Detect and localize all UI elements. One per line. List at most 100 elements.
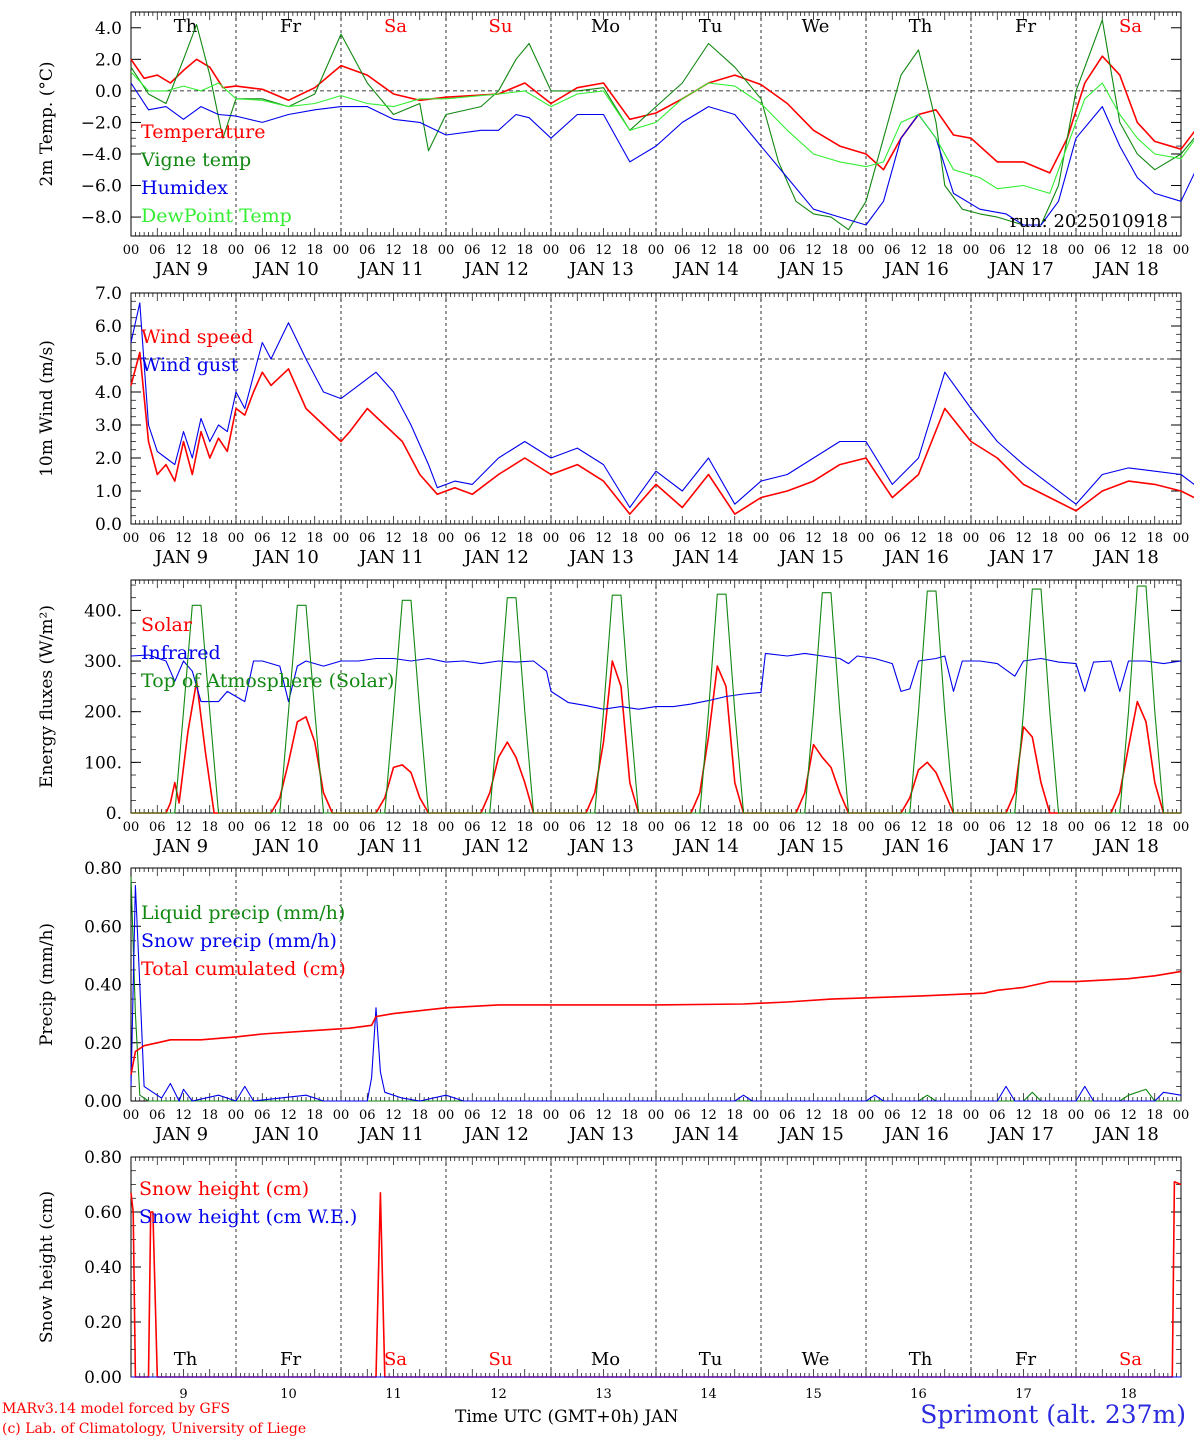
date-label: JAN 18 [1092,836,1159,857]
date-label: JAN 9 [153,836,208,857]
y-tick-label: 200. [84,703,122,723]
hour-label: 12 [910,531,927,546]
date-label: JAN 16 [882,1124,949,1145]
hour-label: 12 [490,243,507,258]
hour-label: 12 [385,243,402,258]
date-label: JAN 9 [153,1124,208,1145]
hour-label: 18 [411,531,428,546]
y-tick-label: 0.80 [84,859,122,879]
hour-label: 06 [464,1108,481,1123]
hour-label: 06 [569,820,586,835]
date-label: JAN 9 [153,547,208,568]
hour-label: 12 [700,820,717,835]
hour-label: 06 [1094,531,1111,546]
hour-label: 18 [621,531,638,546]
hour-label: 18 [201,243,218,258]
hour-label: 00 [1068,243,1085,258]
y-tick-label: 400. [84,601,122,621]
hour-label: 00 [333,820,350,835]
date-label: JAN 12 [462,1124,529,1145]
hour-label: 12 [385,820,402,835]
legend-entry: Infrared [141,642,221,664]
date-label: JAN 10 [252,1124,319,1145]
hour-label: 12 [910,820,927,835]
hour-label: 06 [569,243,586,258]
hour-label: 12 [1015,820,1032,835]
hour-label: 12 [1015,243,1032,258]
legend-entry: Top of Atmosphere (Solar) [141,670,394,692]
hour-label: 06 [569,1108,586,1123]
series-line [131,585,1181,814]
day-label: Tu [699,16,723,37]
y-tick-label: 1.0 [95,482,122,502]
date-label: JAN 11 [357,259,424,280]
hour-label: 06 [779,531,796,546]
hour-label: 06 [779,243,796,258]
hour-label: 12 [385,1108,402,1123]
date-label: JAN 17 [987,547,1054,568]
date-label: JAN 16 [882,836,949,857]
date-label: JAN 12 [462,547,529,568]
day-label: Mo [591,1349,620,1370]
series-line [130,351,1194,515]
date-label: JAN 11 [357,1124,424,1145]
date-label: JAN 10 [252,836,319,857]
hour-label: 12 [1120,1108,1137,1123]
day-label: Sa [1119,1349,1142,1370]
hour-label: 06 [779,1108,796,1123]
date-label: 12 [490,1387,507,1402]
lab-credit: (c) Lab. of Climatology, University of L… [2,1421,307,1437]
hour-label: 18 [411,1108,428,1123]
y-tick-label: 0.0 [95,82,122,102]
hour-label: 00 [123,820,140,835]
hour-label: 12 [1015,1108,1032,1123]
hour-label: 00 [753,531,770,546]
hour-label: 00 [123,1108,140,1123]
hour-label: 00 [1068,531,1085,546]
hour-label: 12 [175,243,192,258]
hour-label: 06 [254,820,271,835]
date-label: 15 [805,1387,822,1402]
date-label: JAN 18 [1092,1124,1159,1145]
hour-label: 06 [464,820,481,835]
hour-label: 18 [201,531,218,546]
day-label: Sa [384,16,407,37]
hour-label: 12 [700,531,717,546]
hour-label: 00 [543,531,560,546]
date-label: JAN 9 [153,259,208,280]
y-tick-label: −6.0 [81,177,122,197]
hour-label: 18 [621,820,638,835]
hour-label: 06 [674,1108,691,1123]
hour-label: 00 [333,243,350,258]
legend-entry: Solar [141,614,193,636]
legend-entry: Liquid precip (mm/h) [141,902,345,924]
panel-2: 0.0 1.0 2.0 3.0 4.0 5.0 6.0 7.0 10m Wind (m/s) 00… [37,284,1194,568]
y-tick-label: 0.80 [84,1148,122,1168]
hour-label: 00 [648,820,665,835]
hour-label: 00 [963,820,980,835]
hour-label: 06 [149,531,166,546]
day-label: Th [909,16,933,37]
series-line [130,19,1194,231]
hour-label: 06 [989,820,1006,835]
date-label: 13 [595,1387,612,1402]
hour-label: 18 [936,820,953,835]
hour-label: 00 [648,531,665,546]
hour-label: 06 [149,820,166,835]
panel-1: 4.0 2.0 0.0 −2.0 −4.0 −6.0 −8.0 2m Temp. (°C) Th… [37,11,1194,280]
hour-label: 00 [228,820,245,835]
series-line [130,55,1194,174]
day-label: Sa [384,1349,407,1370]
hour-label: 00 [1173,243,1190,258]
hour-label: 12 [1120,531,1137,546]
panel-3: 0. 100. 200. 300. 400. Energy fluxes (W/m²) 00… [37,579,1189,857]
hour-label: 12 [700,1108,717,1123]
date-label: JAN 14 [672,259,739,280]
hour-label: 00 [123,531,140,546]
hour-label: 00 [753,243,770,258]
date-label: JAN 13 [567,1124,634,1145]
y-axis-title: Snow height (cm) [37,1191,57,1343]
series-line [130,652,1182,710]
hour-label: 00 [543,243,560,258]
